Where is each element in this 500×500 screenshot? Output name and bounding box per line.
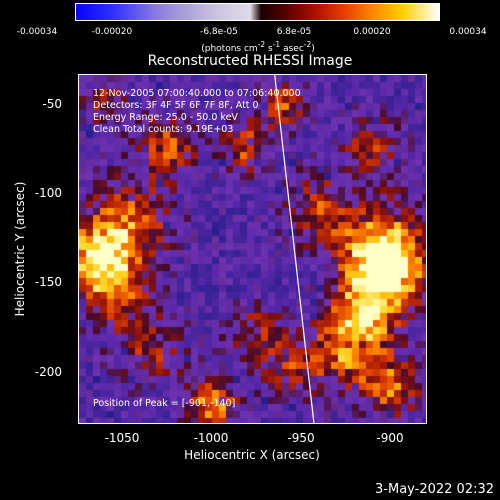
colorbar [75,3,440,21]
x-axis-label: Heliocentric X (arcsec) [184,448,320,462]
annotation-detectors: Detectors: 3F 4F 5F 6F 7F 8F, Att 0 [93,100,259,111]
colorbar-units: (photons cm-2 s-1 asec-2) [201,40,315,54]
colorbar-tick-label: 0.00020 [353,27,391,37]
x-tick-label: -1000 [193,431,229,445]
annotation-energy: Energy Range: 25.0 - 50.0 keV [93,112,238,123]
x-tick-label: -1050 [104,431,140,445]
colorbar-tick-label: -0.00020 [91,27,133,37]
peak-position-label: Position of Peak = [-901,-140] [93,398,236,409]
y-tick-label: -200 [34,365,62,379]
colorbar-tick-label: -0.00034 [16,27,58,37]
solar-limb-line [274,75,315,423]
heatmap-plot [78,74,427,424]
heatmap-image [79,75,426,423]
date-stamp: 3-May-2022 02:32 [375,482,494,497]
x-tick-label: -950 [287,431,315,445]
limb-line-layer [274,75,315,423]
y-tick-label: -50 [42,97,62,111]
annotation-counts: Clean Total counts: 9.19E+03 [93,124,234,135]
y-tick-label: -150 [34,275,62,289]
colorbar-tick-label: 6.8e-05 [276,27,312,37]
x-tick-label: -900 [376,431,404,445]
colorbar-tick-label: -6.8e-05 [200,27,238,37]
colorbar-tick-label: 0.00034 [449,27,487,37]
y-axis-label: Heliocentric Y (arcsec) [13,181,27,317]
chart-title: Reconstructed RHESSI Image [147,53,353,69]
annotation-time: 12-Nov-2005 07:00:40.000 to 07:06:40.000 [93,88,301,99]
y-tick-label: -100 [34,186,62,200]
